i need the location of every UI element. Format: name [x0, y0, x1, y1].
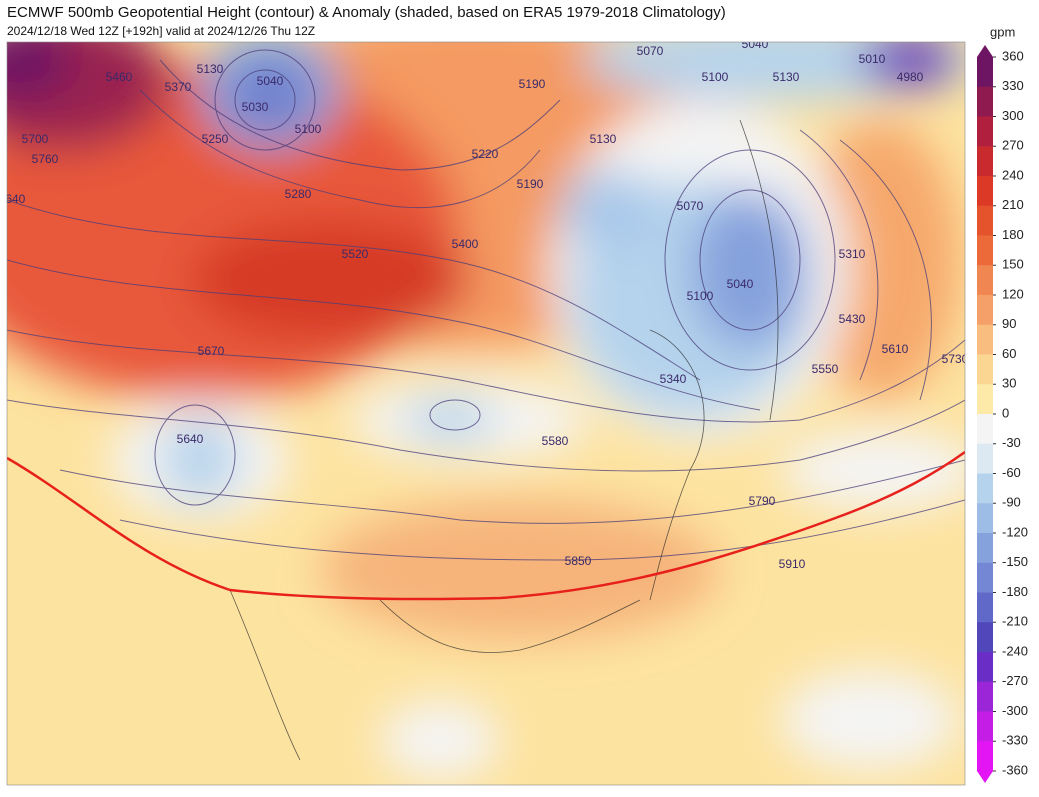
- contour-label: 5910: [779, 557, 806, 571]
- contour-label: 5040: [742, 37, 769, 51]
- colorbar-label: 120: [1002, 286, 1024, 301]
- map: 5130 5040 5030 5100 5250 5370 5640 5760 5700 5460…: [0, 37, 969, 785]
- contour-label: 5310: [839, 247, 866, 261]
- contour-label: 5670: [198, 344, 225, 358]
- contour-label: 5130: [197, 62, 224, 76]
- contour-label: 5100: [702, 70, 729, 84]
- contour-label: 5640: [177, 432, 204, 446]
- contour-label: 5100: [687, 289, 714, 303]
- colorbar-label: -120: [1002, 524, 1028, 539]
- contour-label: 5130: [773, 70, 800, 84]
- contour-label: 5520: [342, 247, 369, 261]
- colorbar-label: -270: [1002, 673, 1028, 688]
- colorbar-band: [977, 741, 993, 772]
- colorbar-band: [977, 86, 993, 117]
- colorbar-band: [977, 295, 993, 326]
- colorbar-band: [977, 176, 993, 207]
- colorbar-label: -180: [1002, 584, 1028, 599]
- contour-label: 5580: [542, 434, 569, 448]
- contour-label: 5340: [660, 372, 687, 386]
- contour-label: 5100: [295, 122, 322, 136]
- contour-label: 5550: [812, 362, 839, 376]
- colorbar-band: [977, 443, 993, 474]
- colorbar-band: [977, 503, 993, 534]
- colorbar-band: [977, 205, 993, 236]
- colorbar-label: 30: [1002, 376, 1016, 391]
- contour-label: 5040: [257, 74, 284, 88]
- colorbar-band: [977, 711, 993, 742]
- contour-label: 5460: [106, 70, 133, 84]
- colorbar-band: [977, 146, 993, 177]
- map-frame: [6, 41, 966, 786]
- colorbar-bottom-arrow: [977, 771, 993, 783]
- colorbar-band: [977, 592, 993, 623]
- colorbar-label: 300: [1002, 108, 1024, 123]
- contour-label: 5190: [519, 77, 546, 91]
- contour-label: 5130: [590, 132, 617, 146]
- colorbar-band: [977, 622, 993, 653]
- contour-label: 5850: [565, 554, 592, 568]
- contour-label: 5610: [882, 342, 909, 356]
- colorbar-band: [977, 562, 993, 593]
- colorbar-band: [977, 414, 993, 445]
- contour-label: 5220: [472, 147, 499, 161]
- contour-label: 5190: [517, 177, 544, 191]
- colorbar-label: -210: [1002, 614, 1028, 629]
- colorbar-label: 210: [1002, 197, 1024, 212]
- colorbar-label: -300: [1002, 703, 1028, 718]
- colorbar-band: [977, 652, 993, 683]
- colorbar-label: -150: [1002, 554, 1028, 569]
- colorbar-label: 150: [1002, 257, 1024, 272]
- contour-label: 5760: [32, 152, 59, 166]
- colorbar-band: [977, 473, 993, 504]
- contour-label: 5370: [165, 80, 192, 94]
- colorbar-label: -30: [1002, 435, 1021, 450]
- colorbar-band: [977, 116, 993, 147]
- colorbar-top-arrow: [977, 45, 993, 57]
- colorbar-band: [977, 533, 993, 564]
- colorbar-label: -330: [1002, 733, 1028, 748]
- title: ECMWF 500mb Geopotential Height (contour…: [7, 4, 726, 21]
- contour-label: 5400: [452, 237, 479, 251]
- subtitle: 2024/12/18 Wed 12Z [+192h] valid at 2024…: [7, 24, 315, 38]
- colorbar-band: [977, 324, 993, 355]
- contour-label: 5700: [22, 132, 49, 146]
- colorbar-band: [977, 354, 993, 385]
- colorbar-label: 360: [1002, 48, 1024, 63]
- colorbar-label: -60: [1002, 465, 1021, 480]
- colorbar-label: -360: [1002, 762, 1028, 777]
- contour-label: 5250: [202, 132, 229, 146]
- contour-label: 5730: [942, 352, 969, 366]
- contour-label: 5040: [727, 277, 754, 291]
- colorbar-band: [977, 235, 993, 266]
- colorbar-label: -240: [1002, 643, 1028, 658]
- contour-label: 5030: [242, 100, 269, 114]
- colorbar-label: 240: [1002, 167, 1024, 182]
- contour-label: 5010: [859, 52, 886, 66]
- colorbar-label: 330: [1002, 78, 1024, 93]
- colorbar-label: 60: [1002, 346, 1016, 361]
- contour-label: 5640: [0, 192, 26, 206]
- colorbar-label: 0: [1002, 405, 1009, 420]
- contour-label: 5070: [637, 44, 664, 58]
- colorbar-band: [977, 681, 993, 712]
- contour-label: 5790: [749, 494, 776, 508]
- contour-label: 5070: [677, 199, 704, 213]
- contour-label: 4980: [897, 70, 924, 84]
- colorbar-label: 180: [1002, 227, 1024, 242]
- contour-label: 5430: [839, 312, 866, 326]
- colorbar-label: -90: [1002, 495, 1021, 510]
- colorbar-band: [977, 384, 993, 415]
- colorbar-unit: gpm: [990, 24, 1015, 39]
- colorbar-band: [977, 265, 993, 296]
- contour-label: 5280: [285, 187, 312, 201]
- colorbar-band: [977, 57, 993, 88]
- colorbar-label: 270: [1002, 138, 1024, 153]
- colorbar-label: 90: [1002, 316, 1016, 331]
